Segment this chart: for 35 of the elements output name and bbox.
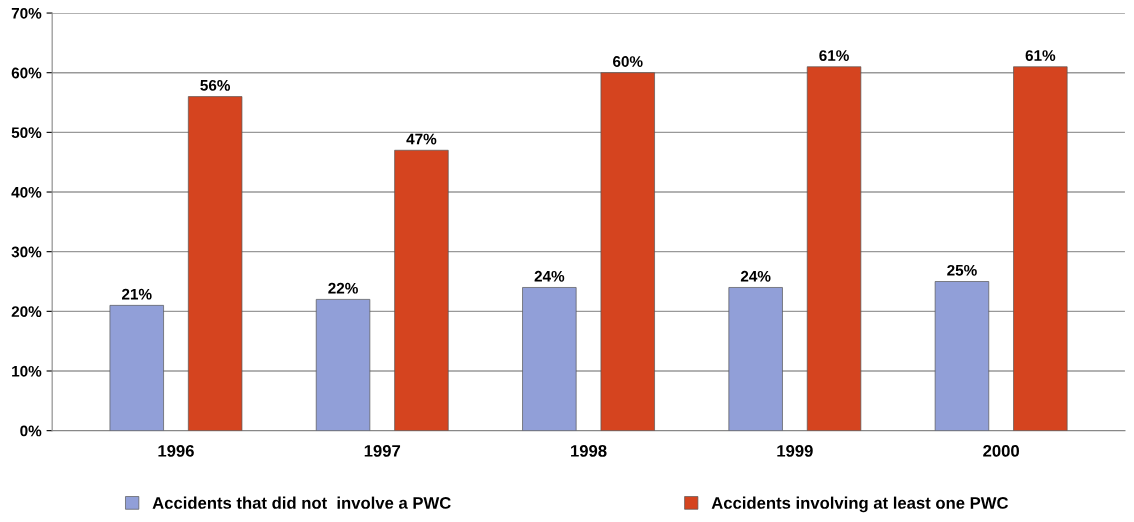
- y-tick-label: 40%: [11, 186, 42, 198]
- x-tick-label: 2000: [983, 444, 1019, 457]
- x-tick-label: 1999: [777, 444, 813, 457]
- y-tick-label: 10%: [12, 365, 42, 377]
- x-tick-label: 1998: [571, 444, 607, 457]
- data-label: 61%: [1025, 50, 1056, 61]
- bar: [315, 299, 371, 431]
- data-label: 47%: [406, 133, 437, 145]
- bar: [600, 72, 655, 431]
- y-tick-label: 0%: [20, 425, 42, 437]
- data-label: 56%: [200, 79, 231, 91]
- data-label: 24%: [740, 270, 771, 282]
- bar: [1013, 66, 1068, 431]
- y-tick-label: 50%: [11, 127, 42, 139]
- x-tick-label: 1997: [364, 444, 401, 457]
- data-label: 60%: [613, 56, 643, 67]
- bar: [394, 149, 449, 431]
- y-tick-label: 30%: [11, 246, 42, 258]
- data-label: 22%: [328, 282, 358, 294]
- data-label: 21%: [121, 288, 152, 300]
- y-tick-label: 70%: [11, 7, 42, 19]
- bar: [522, 287, 577, 431]
- y-tick-label: 60%: [11, 67, 42, 79]
- legend-label: Accidents that did not involve a PWC: [152, 496, 451, 509]
- bar: [728, 287, 783, 431]
- legend-label: Accidents involving at least one PWC: [711, 496, 1009, 513]
- bar: [806, 66, 862, 431]
- x-tick-label: 1996: [158, 444, 194, 457]
- data-label: 24%: [534, 270, 565, 282]
- bar: [187, 96, 243, 431]
- bar: [934, 281, 990, 431]
- bar: [109, 305, 164, 431]
- y-tick-label: 20%: [11, 306, 42, 318]
- data-label: 25%: [947, 264, 977, 276]
- data-label: 61%: [819, 50, 849, 61]
